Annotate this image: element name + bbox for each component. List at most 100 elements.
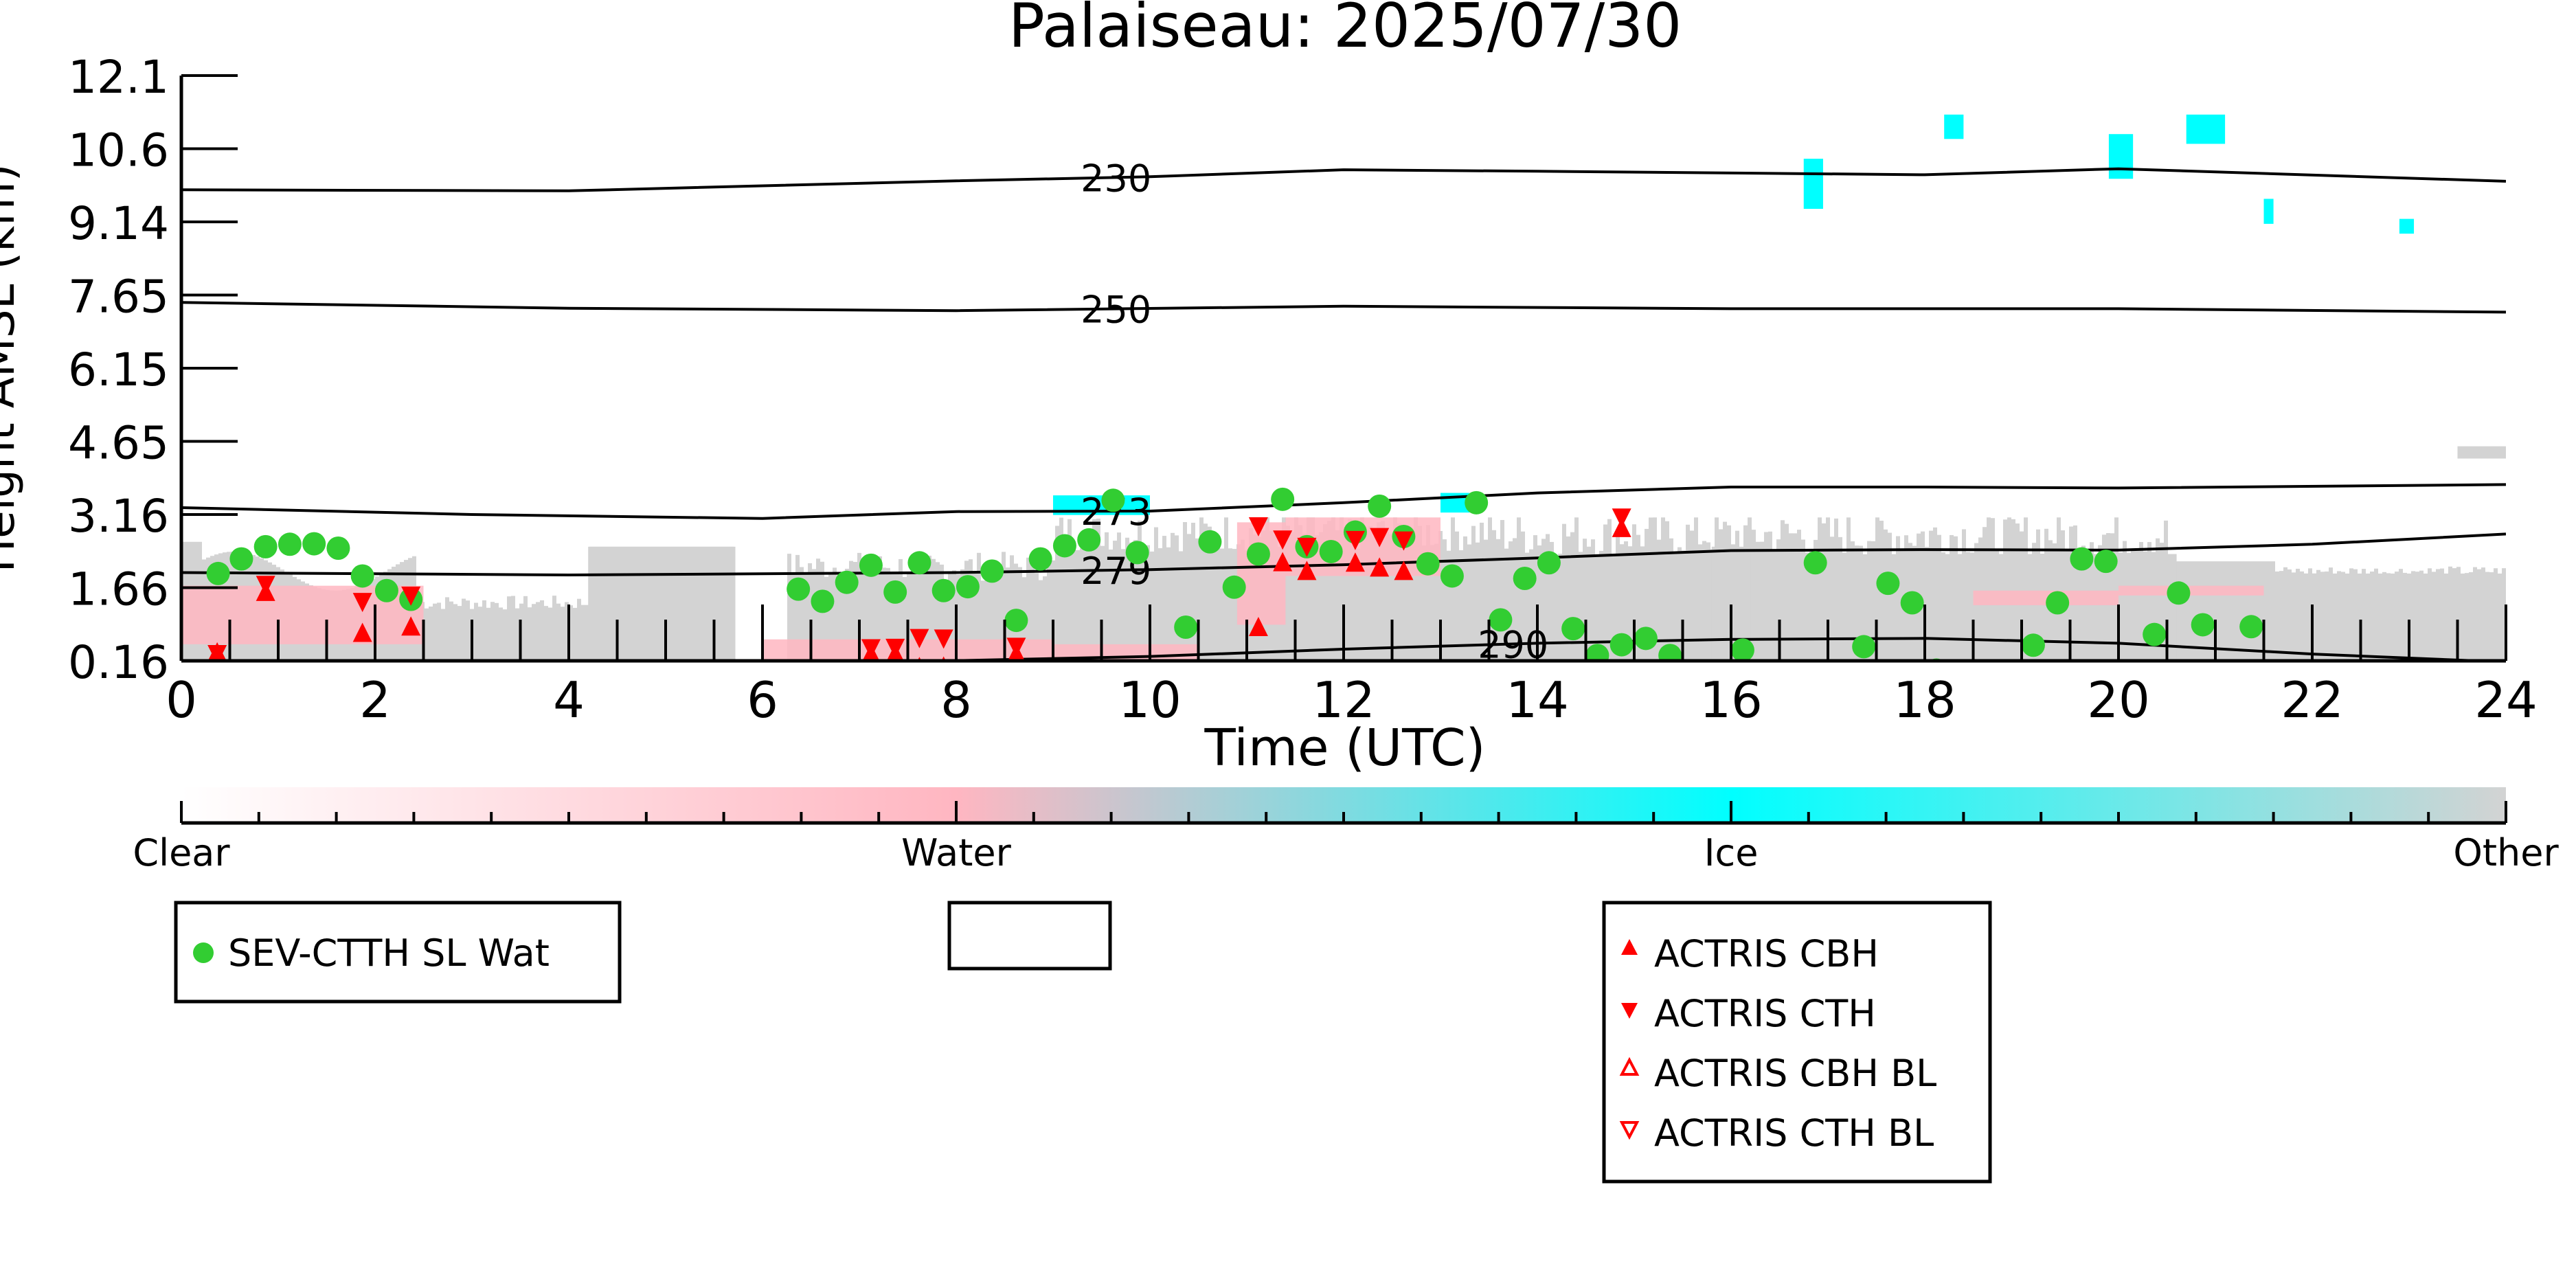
- actris-cth-point: [861, 639, 881, 659]
- contour-line-279: [181, 532, 2506, 577]
- y-tick-label: 1.66: [68, 563, 169, 616]
- sev-ctth-sl-wat-point: [931, 578, 956, 602]
- sev-ctth-sl-wat-point: [2070, 547, 2094, 571]
- y-tick-label: 3.16: [68, 490, 169, 543]
- sev-ctth-sl-wat-point: [2143, 622, 2167, 646]
- actris-cth-point: [207, 645, 227, 661]
- legend-marker-cbh: [1621, 939, 1638, 955]
- cloud-mask-field: [181, 114, 2506, 661]
- actris-cbh-point: [1345, 552, 1365, 572]
- legend-middle: [947, 901, 1112, 971]
- sev-ctth-sl-wat-point: [1368, 494, 1392, 518]
- sev-ctth-sl-wat-point: [326, 536, 350, 560]
- sev-ctth-sl-wat-point: [1101, 488, 1125, 512]
- sev-ctth-sl-wat-point: [1077, 528, 1101, 552]
- actris-cbh-point: [352, 622, 372, 642]
- sev-ctth-sl-wat-point: [278, 532, 302, 556]
- sev-ctth-sl-wat-point: [1876, 572, 1900, 596]
- actris-cth-point: [1612, 508, 1631, 528]
- sev-ctth-sl-wat-point: [907, 551, 931, 575]
- y-tick-label: 12.1: [68, 51, 169, 104]
- legend-marker-sev-ctth: [193, 942, 214, 963]
- actris-cth-point: [1345, 530, 1365, 550]
- contour-line-230: [181, 167, 2506, 192]
- sev-ctth-sl-wat-point: [1440, 564, 1464, 588]
- sev-ctth-sl-wat-point: [1416, 552, 1440, 576]
- x-tick-label: 20: [2087, 671, 2150, 729]
- x-tick-label: 24: [2474, 671, 2538, 729]
- sev-ctth-sl-wat-point: [787, 577, 811, 601]
- sev-ctth-sl-wat-point: [883, 580, 907, 604]
- x-tick-label: 14: [1506, 671, 1569, 729]
- legend-label-cbh: ACTRIS CBH: [1654, 932, 1879, 975]
- sev-ctth-sl-wat-point: [1028, 547, 1052, 571]
- sev-ctth-sl-wat-point: [1004, 609, 1028, 633]
- sev-ctth-sl-wat-point: [2094, 550, 2118, 574]
- colorbar-label-clear: Clear: [133, 831, 230, 874]
- x-tick-label: 0: [166, 671, 197, 729]
- sev-ctth-sl-wat-point: [350, 564, 374, 588]
- contour-label-250: 250: [1081, 289, 1151, 332]
- sev-ctth-sl-wat-point: [206, 561, 230, 585]
- actris-cth-point: [1297, 537, 1317, 557]
- sev-ctth-sl-wat-point: [2046, 591, 2070, 615]
- sev-ctth-sl-wat-point: [253, 534, 278, 558]
- legend-label-cth-bl: ACTRIS CTH BL: [1654, 1111, 1934, 1155]
- legend-marker-cth-bl: [1619, 1121, 1640, 1140]
- sev-ctth-sl-wat-point: [1174, 615, 1198, 640]
- y-tick-label: 10.6: [68, 124, 169, 177]
- x-tick-label: 6: [747, 671, 778, 729]
- sev-ctth-sl-wat-point: [1634, 626, 1658, 651]
- sev-ctth-sl-wat-point: [1730, 638, 1754, 661]
- contour-line-250: [181, 301, 2506, 314]
- sev-ctth-sl-wat-point: [1198, 530, 1222, 554]
- colorbar-axis: [180, 801, 2507, 825]
- x-tick-label: 16: [1699, 671, 1763, 729]
- actris-cth-point: [1273, 530, 1293, 550]
- sev-ctth-sl-wat-point: [1585, 644, 1609, 661]
- legend-label-sev-ctth: SEV-CTTH SL Wat: [228, 931, 550, 975]
- actris-cbh-point: [401, 616, 421, 636]
- sev-ctth-sl-wat-point: [1246, 542, 1270, 566]
- x-tick-label: 10: [1118, 671, 1182, 729]
- sev-ctth-sl-wat-point: [1561, 617, 1585, 641]
- actris-cth-point: [885, 638, 905, 658]
- actris-cth-point: [909, 629, 929, 648]
- sev-ctth-sl-wat-point: [2167, 581, 2191, 605]
- actris-cth-point: [934, 629, 953, 649]
- x-tick-label: 18: [1893, 671, 1956, 729]
- sev-ctth-sl-wat-point: [1609, 633, 1634, 657]
- x-tick-label: 2: [359, 671, 391, 729]
- y-tick-label: 6.15: [68, 343, 169, 396]
- sev-ctth-sl-wat-point: [1803, 551, 1827, 575]
- y-tick-label: 4.65: [68, 417, 169, 470]
- sev-ctth-sl-wat-point: [374, 578, 398, 602]
- sev-ctth-sl-wat-point: [980, 559, 1004, 583]
- actris-cth-point: [352, 593, 372, 613]
- sev-ctth-sl-wat-point: [302, 532, 326, 556]
- legend-label-cth: ACTRIS CTH: [1654, 992, 1876, 1035]
- sev-ctth-sl-wat-point: [1852, 635, 1876, 659]
- sev-ctth-sl-wat-point: [1900, 591, 1924, 615]
- sev-ctth-sl-wat-point: [811, 589, 835, 613]
- colorbar-label-water: Water: [901, 831, 1011, 874]
- actris-cth-point: [256, 576, 275, 596]
- sev-ctth-sl-wat-point: [1271, 487, 1295, 511]
- legend-marker-cbh-bl: [1619, 1057, 1640, 1076]
- sev-ctth-sl-wat-point: [1222, 575, 1246, 599]
- actris-cth-point: [401, 586, 421, 606]
- actris-cth-point: [1370, 528, 1390, 547]
- sev-ctth-sl-wat-point: [835, 570, 859, 594]
- y-tick-label: 9.14: [68, 197, 169, 250]
- colorbar-label-ice: Ice: [1704, 831, 1759, 874]
- actris-cbh-point: [1297, 561, 1317, 580]
- sev-ctth-sl-wat-point: [1052, 534, 1076, 558]
- actris-cbh-point: [1394, 561, 1414, 580]
- sev-ctth-sl-wat-point: [1319, 539, 1343, 563]
- contour-label-230: 230: [1081, 157, 1151, 200]
- legend-label-cbh-bl: ACTRIS CBH BL: [1654, 1052, 1936, 1095]
- x-tick-label: 8: [940, 671, 972, 729]
- legend-right: ACTRIS CBH ACTRIS CTH ACTRIS CBH BL ACTR…: [1602, 901, 1992, 1184]
- sev-ctth-sl-wat-point: [229, 547, 253, 571]
